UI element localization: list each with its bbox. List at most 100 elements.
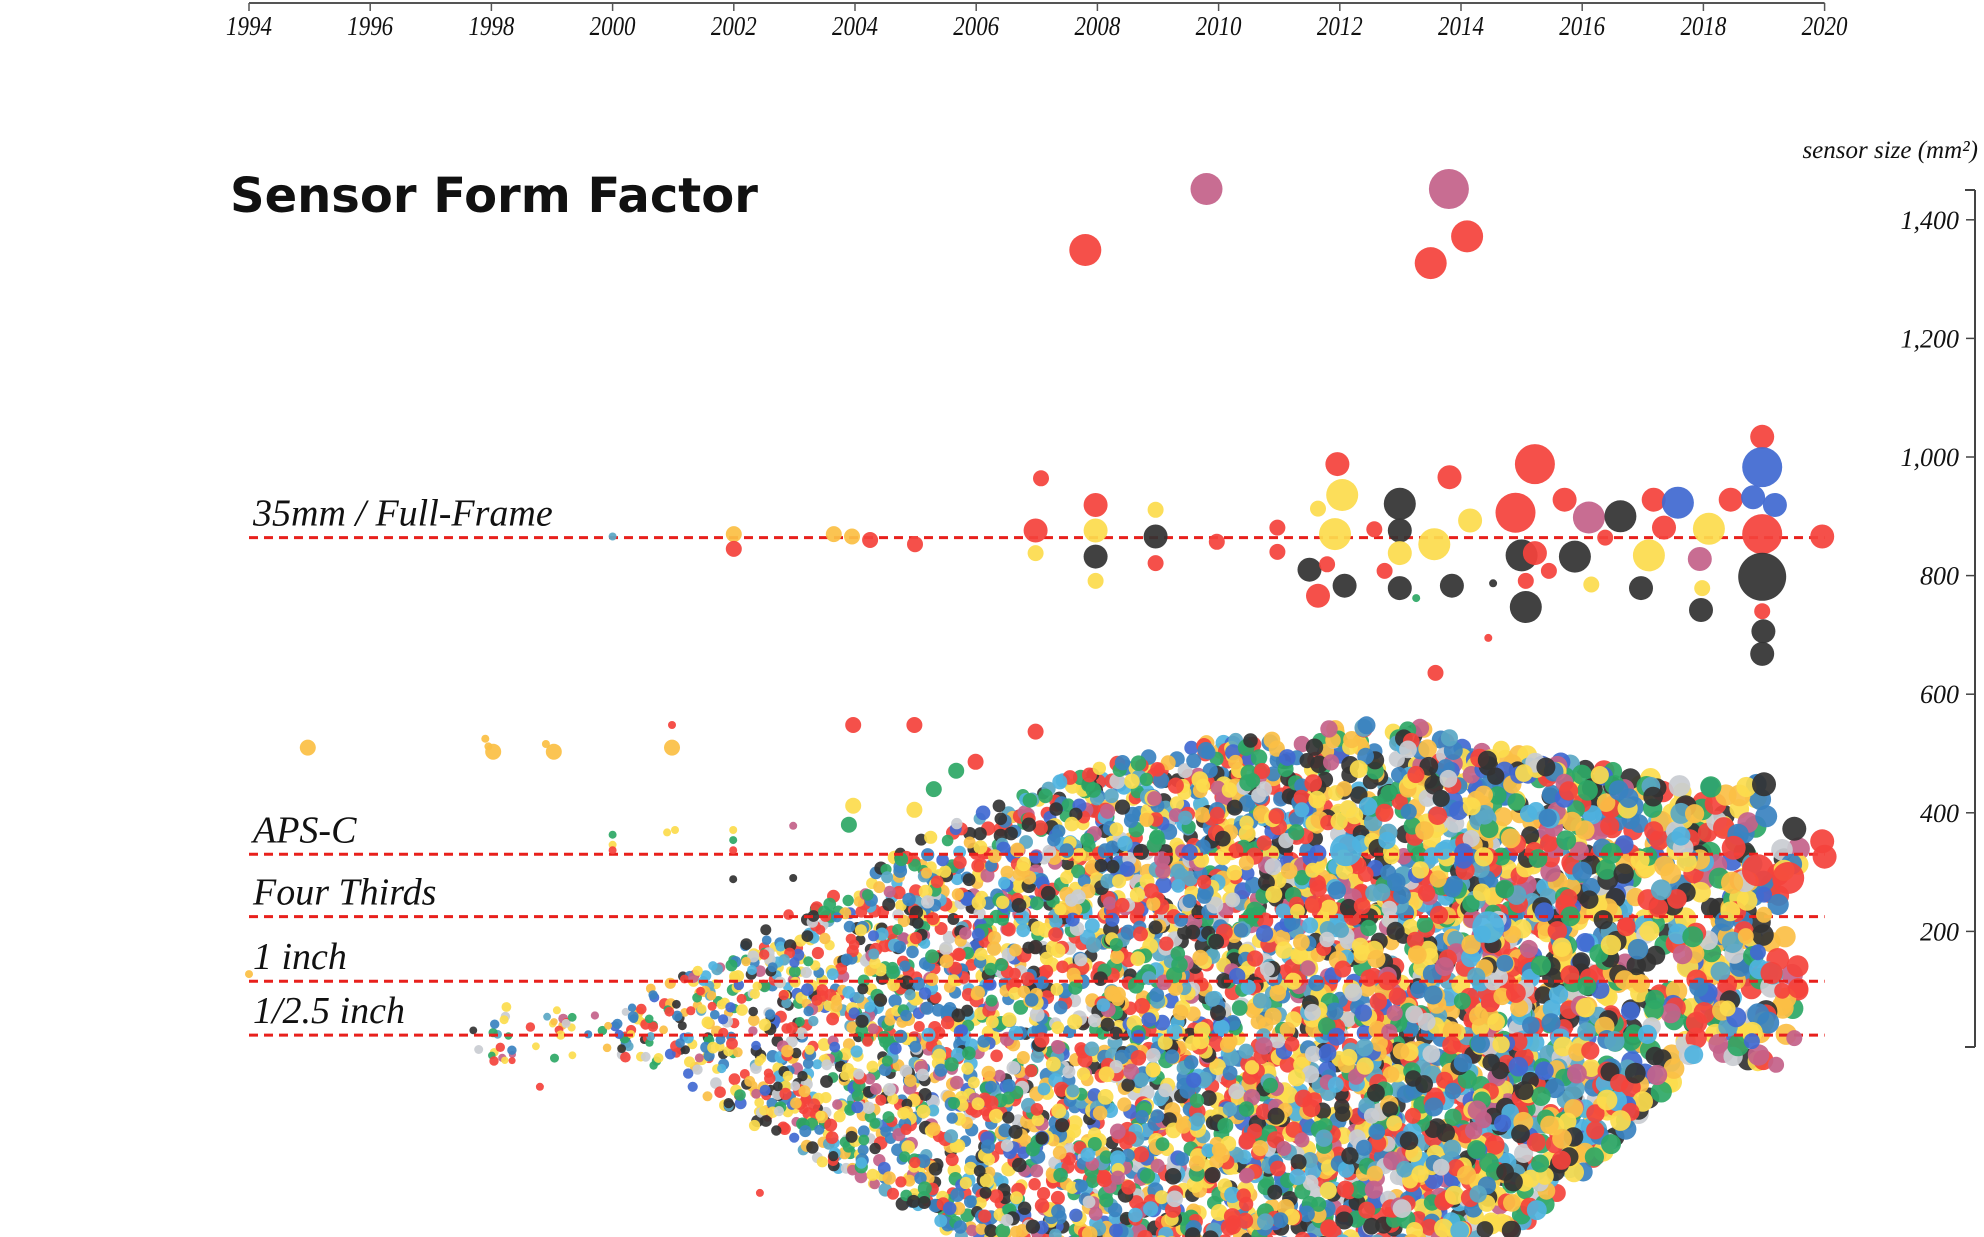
- camera-bubble: [1130, 1050, 1147, 1066]
- camera-bubble: [959, 927, 972, 940]
- camera-bubble: [1097, 1089, 1114, 1105]
- camera-bubble: [1087, 1137, 1102, 1151]
- camera-bubble: [1654, 855, 1675, 877]
- camera-bubble: [978, 1209, 992, 1223]
- camera-bubble: [853, 896, 865, 907]
- camera-bubble: [1030, 1103, 1044, 1116]
- camera-bubble: [1049, 802, 1063, 816]
- camera-bubble: [761, 935, 772, 945]
- camera-bubble: [1353, 897, 1371, 915]
- camera-bubble: [1369, 1123, 1386, 1140]
- camera-bubble: [1492, 1035, 1510, 1054]
- camera-bubble: [715, 1034, 726, 1045]
- camera-bubble: [1133, 843, 1150, 860]
- camera-bubble: [833, 1110, 846, 1123]
- camera-bubble: [474, 1045, 484, 1054]
- camera-bubble: [1736, 890, 1758, 911]
- camera-bubble: [984, 1224, 998, 1237]
- camera-bubble: [881, 1055, 893, 1067]
- camera-bubble: [1400, 803, 1417, 820]
- camera-bubble: [1534, 902, 1555, 922]
- camera-bubble: [1484, 972, 1502, 991]
- camera-bubble: [1030, 1164, 1044, 1178]
- camera-bubble: [1238, 1132, 1256, 1150]
- camera-bubble: [1225, 892, 1241, 908]
- camera-bubble: [1050, 1190, 1065, 1205]
- camera-bubble: [568, 1051, 577, 1060]
- camera-bubble: [904, 1074, 917, 1087]
- camera-bubble: [1250, 749, 1268, 766]
- camera-bubble: [1626, 955, 1647, 976]
- camera-bubble: [789, 965, 801, 978]
- camera-bubble: [1157, 1034, 1173, 1050]
- camera-bubble: [951, 1008, 966, 1023]
- camera-bubble: [1382, 1101, 1399, 1118]
- camera-bubble: [1169, 796, 1185, 811]
- camera-bubble: [1631, 974, 1651, 993]
- camera-bubble: [760, 1115, 772, 1127]
- camera-bubble: [789, 957, 800, 968]
- camera-bubble: [751, 1040, 761, 1051]
- camera-bubble: [1016, 1051, 1030, 1065]
- camera-bubble: [869, 1178, 880, 1190]
- camera-bubble: [1134, 998, 1150, 1014]
- camera-bubble: [1146, 837, 1162, 853]
- camera-bubble: [1142, 971, 1156, 986]
- camera-bubble: [1727, 1034, 1749, 1057]
- camera-bubble: [1747, 1003, 1770, 1026]
- camera-bubble: [883, 885, 896, 898]
- camera-bubble: [1610, 1073, 1629, 1093]
- camera-bubble: [1302, 917, 1319, 934]
- camera-bubble: [1496, 954, 1514, 972]
- camera-bubble: [749, 988, 761, 1000]
- camera-bubble: [1130, 755, 1147, 771]
- camera-bubble: [747, 965, 757, 976]
- camera-bubble: [906, 945, 919, 959]
- camera-bubble: [882, 898, 896, 911]
- camera-bubble: [748, 1014, 760, 1027]
- camera-bubble: [803, 956, 814, 967]
- camera-bubble: [1085, 937, 1102, 953]
- camera-bubble: [1767, 893, 1789, 916]
- camera-bubble: [1002, 1111, 1015, 1124]
- camera-bubble: [1646, 945, 1666, 965]
- camera-bubble: [909, 931, 923, 945]
- camera-bubble: [1443, 879, 1462, 898]
- camera-bubble: [1410, 980, 1428, 999]
- camera-bubble: [1552, 1128, 1572, 1149]
- camera-bubble: [1419, 756, 1439, 776]
- camera-bubble: [707, 1041, 719, 1054]
- camera-bubble: [1668, 775, 1691, 797]
- camera-bubble: [758, 980, 771, 993]
- camera-bubble: [1238, 795, 1256, 812]
- camera-bubble: [901, 1140, 915, 1154]
- camera-bubble: [1674, 907, 1697, 929]
- camera-bubble: [1275, 941, 1293, 959]
- camera-bubble: [1148, 920, 1163, 935]
- camera-bubble: [1184, 1055, 1199, 1070]
- camera-bubble: [951, 817, 963, 830]
- camera-bubble: [683, 1068, 694, 1079]
- camera-bubble: [1327, 1076, 1344, 1093]
- camera-bubble: [1053, 1000, 1068, 1015]
- camera-bubble: [1117, 835, 1133, 852]
- camera-bubble: [1155, 876, 1172, 894]
- camera-bubble: [1319, 931, 1335, 948]
- camera-bubble: [1581, 1041, 1600, 1060]
- camera-bubble: [1700, 776, 1722, 798]
- camera-bubble: [1012, 1157, 1027, 1173]
- camera-bubble: [945, 1153, 959, 1167]
- camera-bubble: [1482, 1053, 1500, 1072]
- camera-bubble: [1096, 1171, 1113, 1188]
- camera-bubble: [1194, 937, 1211, 954]
- camera-bubble: [1032, 820, 1048, 836]
- camera-bubble: [1087, 1013, 1102, 1028]
- camera-bubble: [1501, 1220, 1521, 1237]
- camera-bubble: [941, 834, 954, 847]
- camera-bubble: [1447, 930, 1464, 948]
- camera-bubble: [1260, 961, 1275, 977]
- camera-bubble: [1508, 1056, 1529, 1077]
- camera-bubble: [752, 981, 762, 991]
- camera-bubble: [1424, 775, 1444, 795]
- camera-bubble: [1238, 825, 1256, 843]
